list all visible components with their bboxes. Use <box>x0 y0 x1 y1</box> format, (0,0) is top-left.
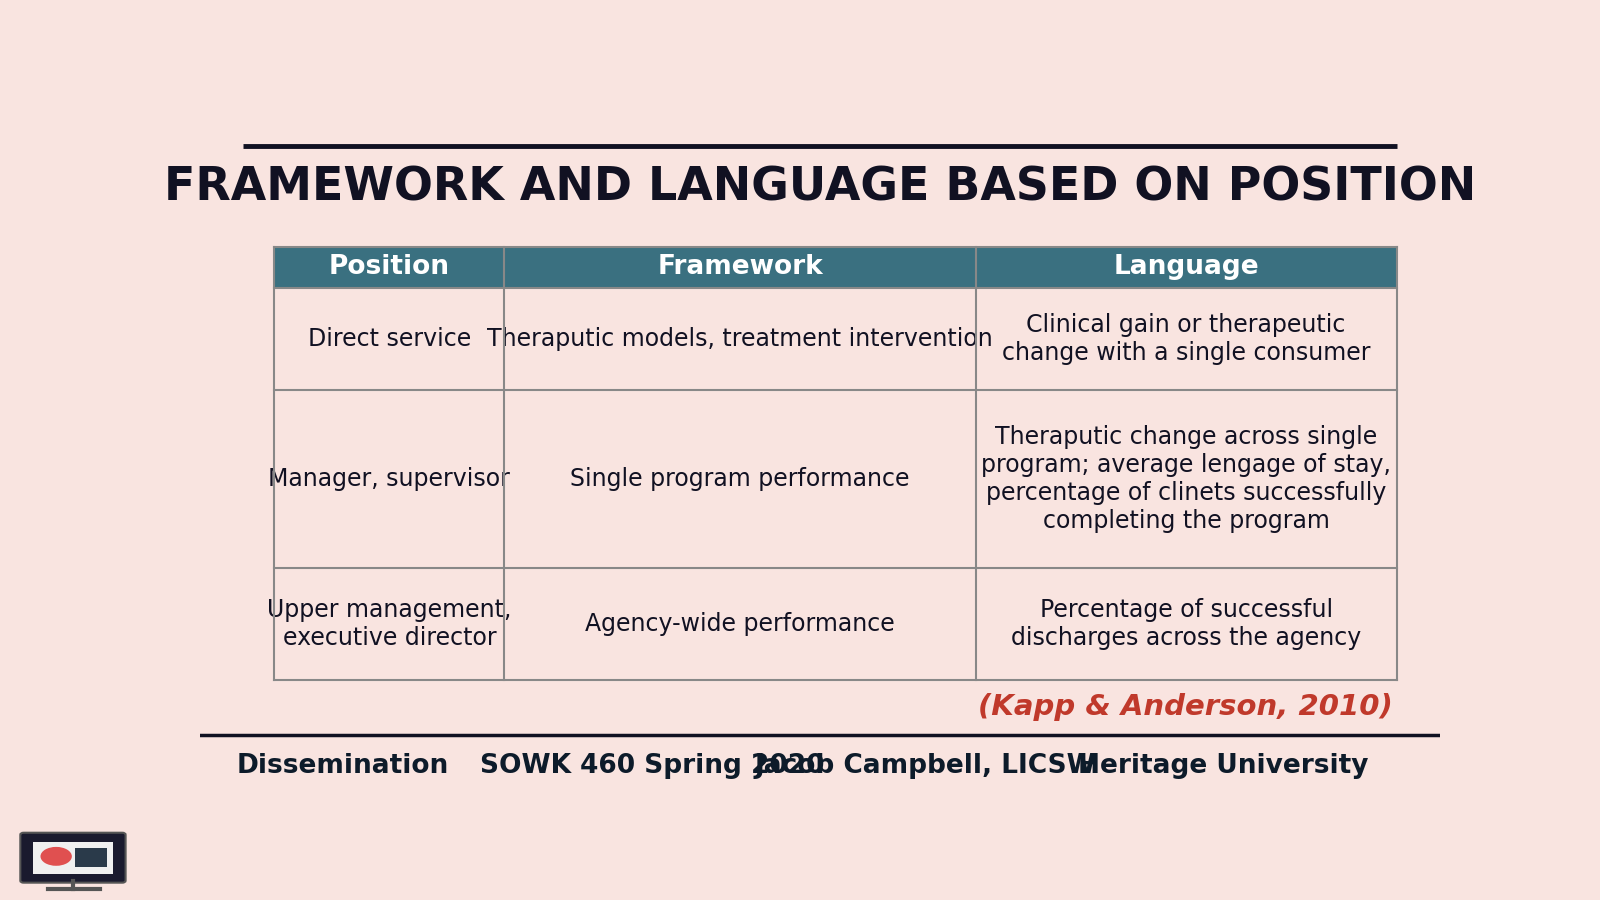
Bar <box>32 842 114 874</box>
Text: Position: Position <box>330 254 450 280</box>
Text: SOWK 460 Spring 2020: SOWK 460 Spring 2020 <box>480 753 826 779</box>
Text: FRAMEWORK AND LANGUAGE BASED ON POSITION: FRAMEWORK AND LANGUAGE BASED ON POSITION <box>163 166 1477 211</box>
Bar <box>504 288 976 391</box>
Text: Theraputic change across single
program; average lengage of stay,
percentage of : Theraputic change across single program;… <box>981 426 1390 533</box>
Circle shape <box>40 847 72 866</box>
Text: Language: Language <box>1114 254 1259 280</box>
Text: Theraputic models, treatment intervention: Theraputic models, treatment interventio… <box>488 327 994 351</box>
Text: Direct service: Direct service <box>307 327 470 351</box>
Bar <box>976 288 1397 391</box>
Text: Dissemination: Dissemination <box>237 753 448 779</box>
Text: (Kapp & Anderson, 2010): (Kapp & Anderson, 2010) <box>978 693 1394 722</box>
Text: Manager, supervisor: Manager, supervisor <box>269 467 510 491</box>
Text: Upper management,
executive director: Upper management, executive director <box>267 598 512 650</box>
Bar <box>275 247 1397 288</box>
Text: Jacob Campbell, LICSW: Jacob Campbell, LICSW <box>755 753 1096 779</box>
Bar <box>976 568 1397 680</box>
Text: Heritage University: Heritage University <box>1078 753 1368 779</box>
Text: Framework: Framework <box>658 254 822 280</box>
FancyBboxPatch shape <box>21 832 125 883</box>
Bar <box>504 391 976 568</box>
Text: Clinical gain or therapeutic
change with a single consumer: Clinical gain or therapeutic change with… <box>1002 313 1371 365</box>
Bar <box>275 391 504 568</box>
Text: Agency-wide performance: Agency-wide performance <box>586 612 894 635</box>
Text: Single program performance: Single program performance <box>570 467 910 491</box>
Bar <box>976 391 1397 568</box>
Bar <box>275 568 504 680</box>
Text: Percentage of successful
discharges across the agency: Percentage of successful discharges acro… <box>1011 598 1362 650</box>
Bar <box>75 848 107 868</box>
Bar <box>275 288 504 391</box>
Bar <box>504 568 976 680</box>
